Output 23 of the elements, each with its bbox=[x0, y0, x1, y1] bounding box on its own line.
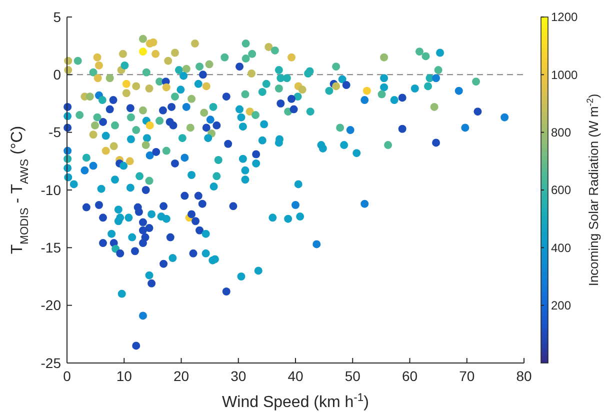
y-tick-label: -25 bbox=[40, 354, 62, 371]
color-bar-label: 400 bbox=[551, 240, 572, 255]
color-bar-label: 800 bbox=[551, 126, 572, 140]
x-tick-label: 80 bbox=[516, 368, 532, 384]
x-tick-label: 30 bbox=[230, 368, 246, 384]
x-tick-label: 10 bbox=[116, 368, 132, 384]
y-tick-label: 5 bbox=[53, 8, 62, 25]
x-tick-label: 50 bbox=[344, 368, 361, 384]
y-tick-label: -5 bbox=[48, 124, 62, 140]
y-tick-label: 0 bbox=[53, 66, 62, 83]
x-tick-label: 40 bbox=[288, 368, 304, 384]
x-tick-label: 20 bbox=[173, 368, 190, 384]
color-bar-label: 200 bbox=[551, 298, 572, 313]
y-tick-label: -20 bbox=[40, 297, 62, 314]
color-bar-label: 600 bbox=[551, 183, 572, 198]
y-tick-label: -15 bbox=[40, 240, 62, 256]
y-tick-label: -10 bbox=[40, 182, 62, 198]
color-bar-label: 1200 bbox=[551, 10, 578, 24]
x-axis-title: Wind Speed (km h$^{-1}$) bbox=[222, 392, 369, 411]
x-tick-label: 0 bbox=[63, 368, 72, 384]
x-tick-label: 70 bbox=[459, 368, 475, 384]
x-tick-label: 60 bbox=[402, 368, 418, 384]
color-bar-label: 1000 bbox=[551, 68, 578, 82]
